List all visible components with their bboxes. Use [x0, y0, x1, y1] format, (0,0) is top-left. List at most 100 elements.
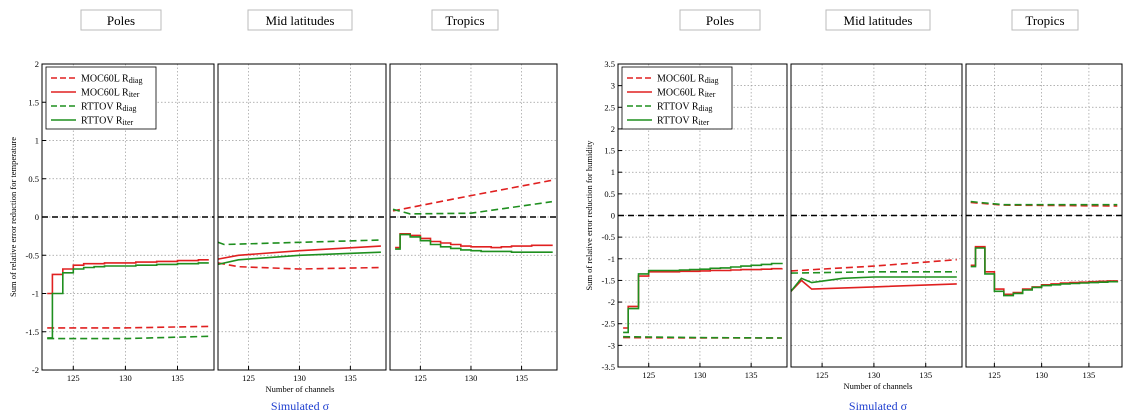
panel-title-box — [679, 9, 761, 31]
panel-tropics: Tropics 125 130 135 — [965, 9, 1123, 380]
y-tick-label: -1 — [608, 254, 615, 264]
legend-entry: MOC60L Rdiag — [81, 74, 142, 86]
series-line-rttov-riter — [970, 247, 1119, 297]
legend-entry: RTTOV Rdiag — [657, 102, 712, 114]
y-tick-label: 2 — [35, 59, 39, 69]
y-tick-label: 1.5 — [604, 146, 615, 156]
x-tick-label: 135 — [1083, 370, 1096, 380]
y-tick-label: -2 — [608, 297, 615, 307]
series-line-rttov-riter — [217, 251, 381, 266]
y-tick-label: -1.5 — [26, 327, 39, 337]
panel-poles: Poles 125 130 135 -2 -1.5 -1 -0.5 0 0.5 1 1.5 2 MOC60… — [26, 9, 215, 383]
x-tick-label: 135 — [344, 373, 357, 383]
series-line-moc60l-riter — [395, 233, 553, 249]
y-tick-label: 0 — [35, 212, 39, 222]
series-line-rttov-rdiag — [790, 271, 957, 274]
series-line-moc60l-riter — [47, 259, 209, 295]
series-line-moc60l-rdiag — [392, 179, 553, 212]
x-tick-label: 125 — [414, 373, 427, 383]
series-line-moc60l-riter — [790, 279, 957, 292]
legend: MOC60L Rdiag MOC60L Riter RTTOV Rdiag RTTOV… — [621, 66, 733, 130]
x-tick-label: 135 — [515, 373, 528, 383]
x-tick-label: 125 — [242, 373, 255, 383]
y-axis-label: Sum of relative error reduction for temp… — [8, 137, 18, 297]
x-tick-label: 125 — [816, 370, 829, 380]
x-tick-label: 130 — [465, 373, 478, 383]
panel-tropics: Tropics 125 130 135 — [389, 9, 558, 383]
x-tick-label: 125 — [642, 370, 655, 380]
y-tick-label: 2.5 — [604, 102, 615, 112]
y-tick-label: -1 — [32, 289, 39, 299]
y-tick-label: -0.5 — [602, 232, 615, 242]
y-tick-label: 2 — [611, 124, 615, 134]
legend-entry: RTTOV Riter — [81, 116, 134, 128]
caption: Simulated σ — [271, 399, 330, 413]
panel-title: Poles — [107, 13, 135, 28]
series-line-rttov-riter — [623, 262, 783, 334]
panel-title: Tropics — [445, 13, 484, 28]
legend: MOC60L Rdiag MOC60L Riter RTTOV Rdiag RTTOV… — [45, 66, 157, 130]
panel-frame — [217, 63, 387, 371]
x-tick-label: 130 — [868, 370, 881, 380]
y-tick-label: 3.5 — [604, 59, 615, 69]
x-axis-label: Number of channels — [844, 381, 913, 391]
panel-title-box — [431, 9, 499, 31]
y-tick-label: 1 — [611, 167, 615, 177]
panel-title: Poles — [706, 13, 734, 28]
panel-title-box — [247, 9, 353, 31]
series-line-rttov-rdiag — [47, 335, 209, 340]
series-line-rttov-riter — [395, 233, 553, 253]
panel-frame — [389, 63, 558, 371]
x-tick-label: 135 — [745, 370, 758, 380]
legend-entry: MOC60L Rdiag — [657, 74, 718, 86]
series-line-rttov-rdiag — [217, 239, 381, 246]
x-tick-label: 130 — [119, 373, 132, 383]
y-tick-label: 0.5 — [28, 174, 39, 184]
y-tick-label: 0 — [611, 211, 615, 221]
y-tick-label: -2 — [32, 365, 39, 375]
chart-temperature: Poles 125 130 135 -2 -1.5 -1 -0.5 0 0.5 1 1.5 2 MOC60… — [8, 9, 558, 413]
panel-poles: Poles 125 130 135 -3.5 -3 -2.5 -2 -1.5 -1 -0.5 0 0.5… — [602, 9, 788, 380]
x-axis-label: Number of channels — [266, 384, 335, 394]
x-tick-label: 130 — [293, 373, 306, 383]
y-tick-label: 1 — [35, 136, 39, 146]
x-tick-label: 125 — [988, 370, 1001, 380]
x-tick-label: 130 — [694, 370, 707, 380]
panel-title: Mid latitudes — [844, 13, 913, 28]
panel-title: Mid latitudes — [266, 13, 335, 28]
series-line-moc60l-riter — [623, 267, 783, 329]
panel-title-box — [825, 9, 931, 31]
legend-entry: RTTOV Rdiag — [81, 102, 136, 114]
panel-frame — [965, 63, 1123, 368]
y-tick-label: -3 — [608, 340, 615, 350]
panel-frame — [790, 63, 963, 368]
series-line-rttov-rdiag — [970, 200, 1118, 206]
x-tick-label: 135 — [919, 370, 932, 380]
series-line-moc60l-riter — [217, 245, 381, 260]
series-line-moc60l-riter — [970, 245, 1119, 296]
y-tick-label: 3 — [611, 81, 615, 91]
panel-title-box — [1011, 9, 1079, 31]
series-line-rttov-riter — [47, 262, 209, 339]
legend-entry: RTTOV Riter — [657, 116, 710, 128]
y-tick-label: -0.5 — [26, 250, 39, 260]
series-line-moc60l-rdiag — [47, 325, 209, 329]
panel-mid-latitudes: Mid latitudes 125 130 135 — [790, 9, 963, 380]
series-line-rttov-rdiag — [392, 200, 553, 215]
y-axis-label: Sum of relative error reduction for humi… — [584, 140, 594, 291]
panel-title: Tropics — [1025, 13, 1064, 28]
caption: Simulated σ — [849, 399, 908, 413]
panel-mid-latitudes: Mid latitudes 125 130 135 — [217, 9, 387, 383]
y-tick-label: -1.5 — [602, 275, 615, 285]
x-tick-label: 135 — [171, 373, 184, 383]
series-line-moc60l-rdiag — [217, 262, 381, 270]
y-tick-label: -3.5 — [602, 362, 615, 372]
legend-entry: MOC60L Riter — [657, 88, 716, 100]
chart-humidity: Poles 125 130 135 -3.5 -3 -2.5 -2 -1.5 -1 -0.5 0 0.5… — [584, 9, 1123, 413]
series-line-moc60l-rdiag — [790, 258, 957, 272]
x-tick-label: 125 — [67, 373, 80, 383]
y-tick-label: 0.5 — [604, 189, 615, 199]
panel-title-box — [80, 9, 162, 31]
series-line-rttov-rdiag — [623, 335, 782, 339]
